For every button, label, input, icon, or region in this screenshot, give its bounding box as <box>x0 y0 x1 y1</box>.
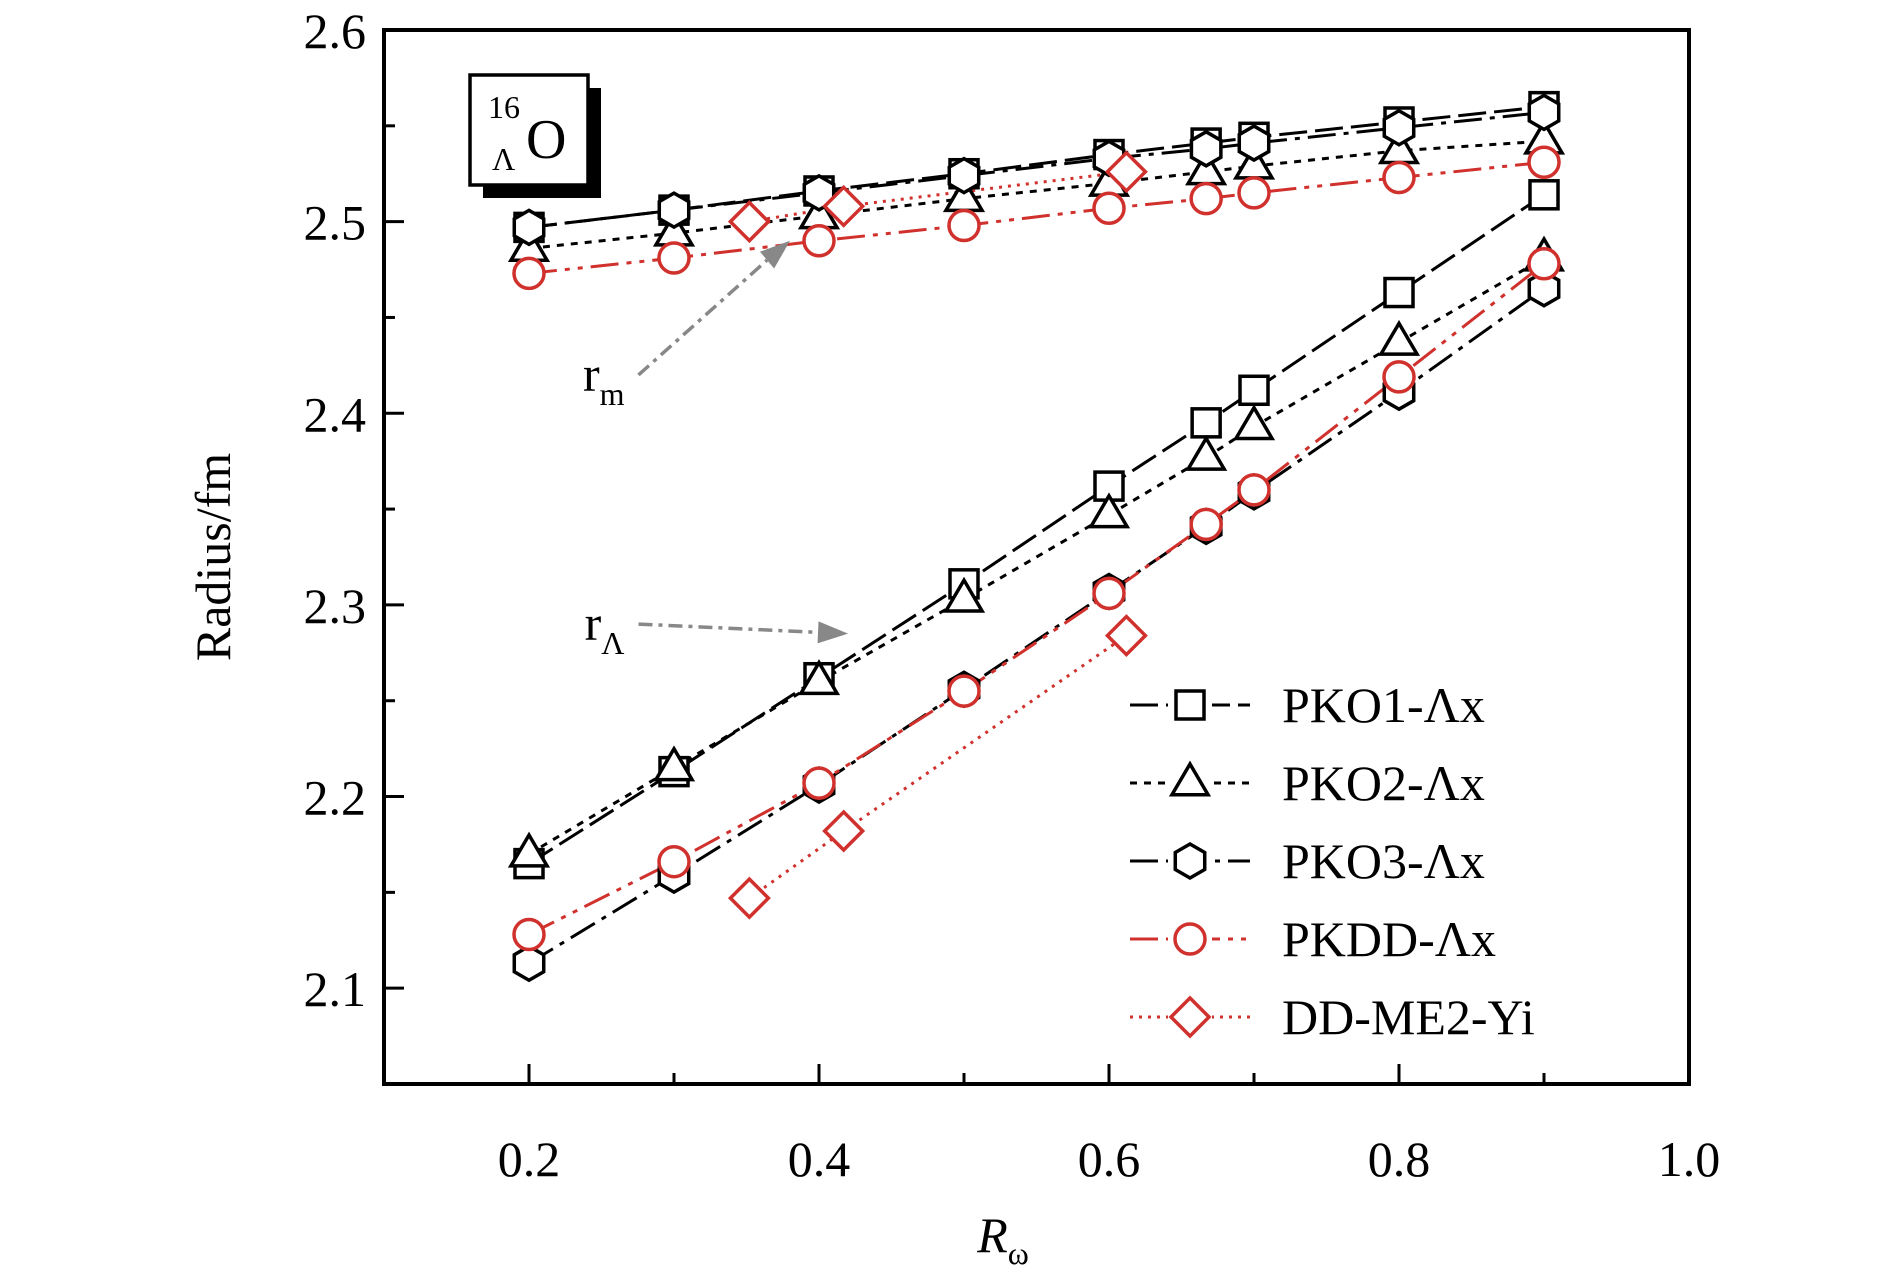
legend-label: PKDD-Λx <box>1282 911 1496 967</box>
legend-label: DD-ME2-Yi <box>1282 989 1535 1045</box>
annotation-arrow-line <box>638 622 819 635</box>
data-point-pko2-x <box>1232 404 1276 441</box>
data-point-pko2-x <box>1185 434 1228 471</box>
data-point-pkdd-x <box>1527 145 1561 179</box>
data-point-pkdd-x <box>802 766 836 800</box>
y-tick-label: 2.4 <box>304 386 367 442</box>
annotation-arrow-line <box>637 258 769 377</box>
data-point-pkdd-x <box>657 844 691 879</box>
data-point-pkdd-x <box>1527 247 1561 281</box>
x-axis-label: Rω <box>976 1207 1029 1271</box>
annotation-main: r <box>585 595 602 651</box>
x-tick-label: 0.4 <box>788 1131 851 1187</box>
data-point-pkdd-x <box>947 674 981 708</box>
data-point-pko3-x <box>802 173 836 212</box>
legend-label: PKO2-Λx <box>1282 755 1485 811</box>
nucleus-element: O <box>526 109 566 171</box>
data-point-pko1-x <box>1383 276 1415 309</box>
nucleus-label: 16 Λ O <box>468 73 601 198</box>
legend-marker <box>1174 689 1206 721</box>
legend: PKO1-Λx PKO2-Λx PKO3-Λx PKDD-Λx DD-ME2-Yi <box>1130 677 1535 1045</box>
data-point-pkdd-x <box>1382 160 1416 195</box>
data-point-pko3-x <box>1382 108 1416 147</box>
legend-label: PKO3-Λx <box>1282 833 1485 889</box>
data-point-pko3-x <box>512 208 546 247</box>
legend-label: PKO1-Λx <box>1282 677 1485 733</box>
plot-frame <box>382 28 1691 1086</box>
data-point-pkdd-x <box>512 917 546 952</box>
y-tick-label: 2.1 <box>304 961 367 1017</box>
nucleus-label-box <box>468 73 590 187</box>
y-tick-label: 2.3 <box>304 578 367 634</box>
data-point-pko2-x <box>507 831 551 868</box>
data-point-dd-me2-yi <box>1104 150 1148 194</box>
data-point-dd-me2-yi <box>822 809 866 853</box>
data-point-pko2-x <box>1377 319 1421 356</box>
data-point-pko3-x <box>657 191 691 230</box>
data-point-pkdd-x <box>947 208 981 243</box>
x-tick-label: 0.6 <box>1078 1131 1141 1187</box>
data-point-pko1-x <box>1238 374 1270 407</box>
data-point-dd-me2-yi <box>727 876 771 920</box>
series-line-dd-me2-yi <box>748 634 1128 900</box>
annotation-label-0: rm <box>583 346 625 412</box>
annotation-sub: Λ <box>601 625 624 661</box>
data-point-pkdd-x <box>657 241 691 275</box>
y-tick-label: 2.6 <box>304 3 367 59</box>
y-tick-label: 2.2 <box>304 770 367 826</box>
data-point-pko3-x <box>1189 129 1223 168</box>
data-point-pko3-x <box>1527 269 1561 308</box>
data-point-dd-me2-yi <box>727 200 771 244</box>
data-point-pkdd-x <box>1237 176 1271 210</box>
y-axis-label: Radius/fm <box>185 453 241 661</box>
data-point-pko3-x <box>512 944 546 983</box>
data-point-pkdd-x <box>1092 576 1126 611</box>
data-point-pkdd-x <box>1092 191 1126 225</box>
data-point-pko2-x <box>652 745 696 782</box>
data-point-pkdd-x <box>512 256 546 291</box>
annotation-sub: m <box>600 376 625 412</box>
annotation-main: r <box>583 346 600 402</box>
data-point-pkdd-x <box>1382 360 1416 394</box>
annotation-arrow-head <box>759 240 790 269</box>
data-point-pkdd-x <box>1237 473 1271 507</box>
data-point-dd-me2-yi <box>822 184 866 228</box>
data-point-pkdd-x <box>1189 507 1223 542</box>
data-point-pkdd-x <box>802 224 836 258</box>
legend-marker <box>1168 995 1212 1039</box>
series-line-pko2-x <box>528 139 1545 250</box>
data-point-pko2-x <box>942 576 986 613</box>
nucleus-mass-number: 16 <box>488 89 520 125</box>
series-marks <box>507 90 1566 983</box>
x-tick-label: 0.2 <box>498 1131 561 1187</box>
data-point-pko2-x <box>1087 492 1131 529</box>
annotation-arrow-head <box>817 621 848 644</box>
data-point-pko1-x <box>1190 407 1222 439</box>
x-axis-label-sub: ω <box>1008 1235 1029 1271</box>
series-line-pko2-x <box>528 256 1545 856</box>
x-tick-label: 0.8 <box>1368 1131 1431 1187</box>
data-point-dd-me2-yi <box>1104 614 1148 658</box>
data-point-pko2-x <box>797 659 841 696</box>
data-point-pkdd-x <box>1189 181 1223 216</box>
legend-marker <box>1173 922 1207 956</box>
legend-marker <box>1173 841 1207 881</box>
data-point-pko1-x <box>1528 179 1560 211</box>
x-axis-label-main: R <box>976 1207 1008 1263</box>
data-point-pko3-x <box>1527 93 1561 132</box>
annotation-label-1: rΛ <box>585 595 625 661</box>
axis-ticks: 0.2 0.4 0.6 0.8 1.0 2.1 2.2 2.3 2.4 2.5 2.6 <box>304 3 1721 1187</box>
data-point-pko3-x <box>947 156 981 195</box>
y-tick-label: 2.5 <box>304 195 367 251</box>
legend-marker <box>1168 760 1212 797</box>
x-tick-label: 1.0 <box>1658 1131 1721 1187</box>
nucleus-hyperon-sub: Λ <box>492 141 515 177</box>
data-point-pko3-x <box>1237 124 1271 163</box>
